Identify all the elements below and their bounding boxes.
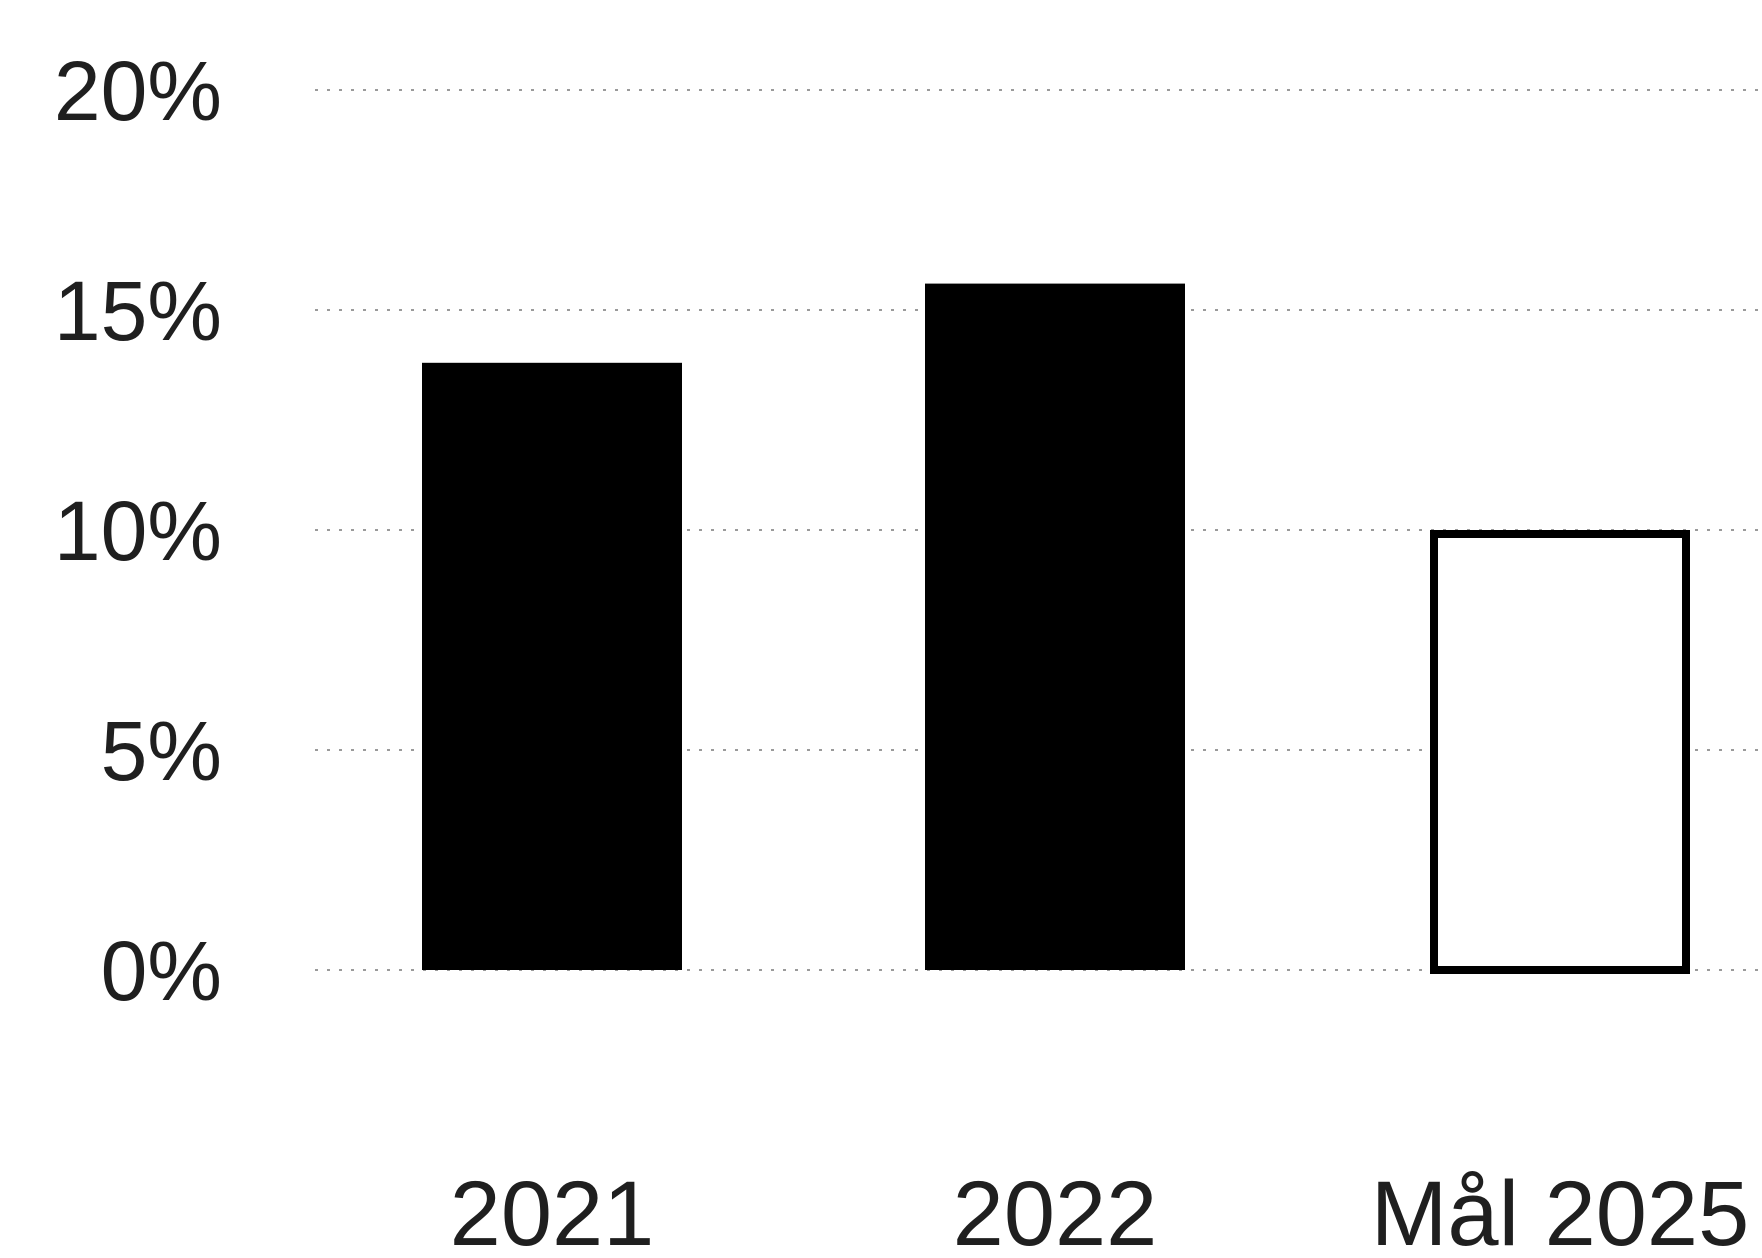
target-bar-2 [1430, 530, 1690, 974]
x-axis-labels: 2021 2022 Mål 2025 [450, 1163, 1750, 1258]
bars [422, 283, 1690, 974]
y-tick-label: 0% [101, 924, 222, 1018]
bar-1 [925, 283, 1185, 971]
y-tick-label: 15% [54, 264, 222, 358]
bar-0 [422, 362, 682, 970]
x-category-label: 2021 [450, 1163, 655, 1253]
y-axis-ticks: 0% 5% 10% 15% 20% [54, 44, 222, 1018]
y-tick-label: 20% [54, 44, 222, 138]
y-tick-label: 10% [54, 484, 222, 578]
x-category-label: 2022 [953, 1163, 1158, 1253]
x-category-label: Mål 2025 [1371, 1163, 1749, 1253]
y-tick-label: 5% [101, 704, 222, 798]
